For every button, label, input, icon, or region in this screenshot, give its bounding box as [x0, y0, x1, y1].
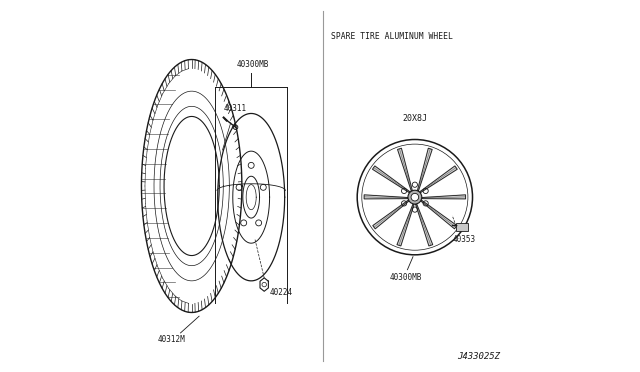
Text: 40300MB: 40300MB [389, 273, 422, 282]
Text: 20X8J: 20X8J [403, 114, 428, 123]
Polygon shape [417, 148, 432, 191]
Polygon shape [420, 200, 457, 229]
Text: SPARE TIRE ALUMINUM WHEEL: SPARE TIRE ALUMINUM WHEEL [331, 32, 453, 41]
Polygon shape [372, 166, 410, 193]
Polygon shape [415, 204, 433, 246]
Text: 40300MB: 40300MB [237, 60, 269, 69]
Circle shape [411, 193, 419, 201]
Text: 40312M: 40312M [157, 335, 185, 344]
Polygon shape [373, 200, 409, 229]
Text: 40224: 40224 [270, 288, 293, 297]
Polygon shape [397, 148, 412, 191]
Polygon shape [364, 195, 408, 199]
Text: J433025Z: J433025Z [458, 352, 500, 361]
Polygon shape [422, 195, 465, 199]
Polygon shape [419, 166, 457, 193]
FancyBboxPatch shape [456, 223, 468, 231]
Polygon shape [397, 204, 414, 246]
Circle shape [408, 190, 422, 204]
Text: 40311: 40311 [223, 105, 246, 113]
Text: 40353: 40353 [452, 235, 476, 244]
